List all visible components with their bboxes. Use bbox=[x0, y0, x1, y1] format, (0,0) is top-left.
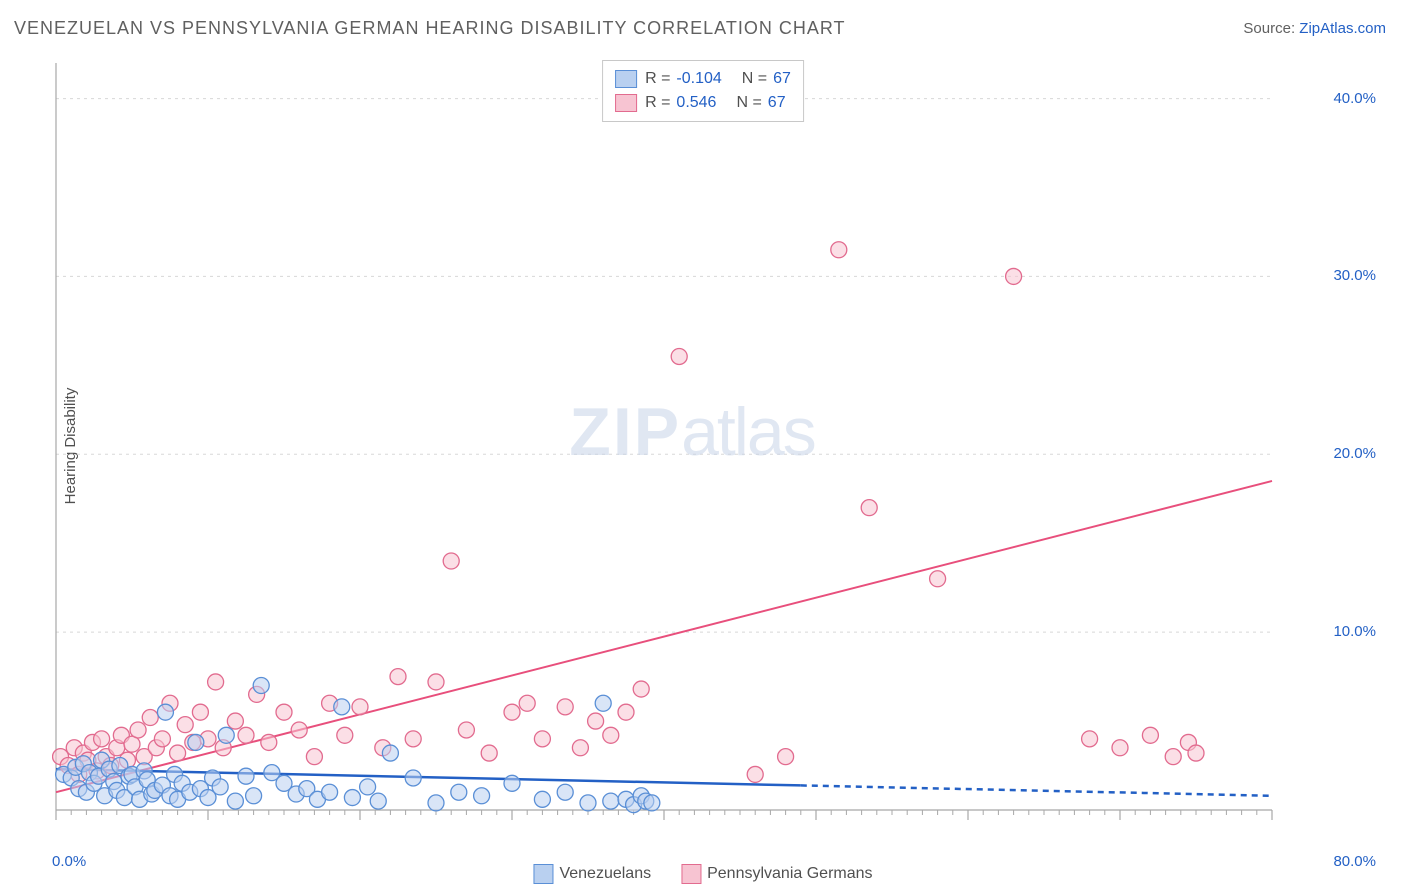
legend-label: Venezuelans bbox=[559, 865, 651, 883]
plot-area: ZIPatlas bbox=[52, 55, 1332, 840]
watermark-atlas: atlas bbox=[681, 394, 815, 470]
y-tick-label: 40.0% bbox=[1333, 90, 1376, 107]
chart-container: VENEZUELAN VS PENNSYLVANIA GERMAN HEARIN… bbox=[0, 0, 1406, 892]
source-link[interactable]: ZipAtlas.com bbox=[1299, 20, 1386, 37]
legend-label: Pennsylvania Germans bbox=[707, 865, 872, 883]
source-label: Source: bbox=[1243, 20, 1295, 37]
y-tick-label: 30.0% bbox=[1333, 267, 1376, 284]
watermark: ZIPatlas bbox=[569, 393, 814, 471]
x-axis-max-label: 80.0% bbox=[1333, 853, 1376, 870]
legend-item: Venezuelans bbox=[533, 864, 651, 884]
watermark-zip: ZIP bbox=[569, 394, 681, 470]
legend-swatch bbox=[533, 864, 553, 884]
y-tick-label: 10.0% bbox=[1333, 623, 1376, 640]
legend-item: Pennsylvania Germans bbox=[681, 864, 872, 884]
correlation-text: R =-0.104N =67 bbox=[645, 70, 791, 88]
correlation-text: R =0.546N =67 bbox=[645, 94, 786, 112]
source-attribution: Source: ZipAtlas.com bbox=[1243, 20, 1386, 37]
correlation-legend: R =-0.104N =67 R =0.546N =67 bbox=[602, 60, 804, 122]
x-axis-min-label: 0.0% bbox=[52, 853, 86, 870]
legend-swatch bbox=[615, 70, 637, 88]
correlation-legend-row: R =-0.104N =67 bbox=[615, 67, 791, 91]
series-legend: Venezuelans Pennsylvania Germans bbox=[533, 864, 872, 884]
legend-swatch bbox=[615, 94, 637, 112]
legend-swatch bbox=[681, 864, 701, 884]
correlation-legend-row: R =0.546N =67 bbox=[615, 91, 791, 115]
chart-title: VENEZUELAN VS PENNSYLVANIA GERMAN HEARIN… bbox=[14, 18, 846, 39]
y-tick-label: 20.0% bbox=[1333, 445, 1376, 462]
